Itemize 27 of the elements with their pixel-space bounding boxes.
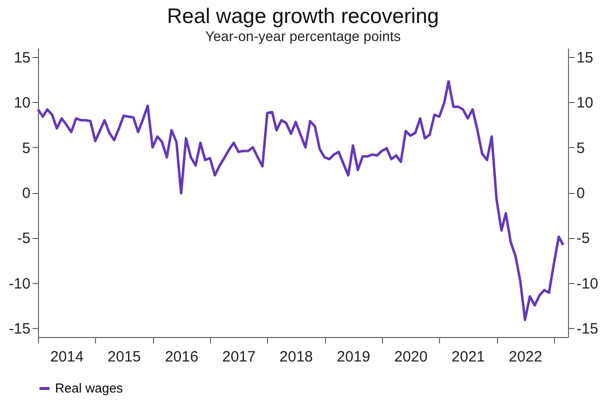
y2-tick-label: 0 — [576, 185, 585, 202]
x-tick-label: 2015 — [108, 348, 141, 366]
y-tick-label: 0 — [22, 185, 30, 202]
chart-title: Real wage growth recovering — [167, 5, 439, 28]
x-tick-label: 2019 — [336, 348, 370, 366]
chart-subtitle: Year-on-year percentage points — [205, 28, 401, 44]
x-tick-label: 2014 — [50, 348, 84, 366]
y-tick-label: 5 — [22, 140, 30, 157]
line-series — [36, 80, 564, 322]
y-tick-label: -5 — [17, 230, 30, 248]
x-tick-label: 2020 — [394, 348, 428, 366]
y-tick-label: -15 — [8, 320, 30, 338]
x-tick-label: 2016 — [164, 348, 198, 366]
y-tick-label: -10 — [8, 275, 30, 292]
y-tick-label: 10 — [14, 94, 30, 112]
legend-label: Real wages — [55, 380, 124, 396]
y-tick-label: 15 — [14, 50, 30, 67]
y2-tick-label: -10 — [576, 275, 598, 292]
y2-tick-label: 10 — [576, 94, 594, 112]
x-tick-label: 2017 — [222, 348, 256, 366]
y2-tick-label: -5 — [576, 230, 590, 248]
x-tick-label: 2022 — [508, 348, 542, 366]
x-tick-label: 2021 — [452, 348, 485, 366]
y2-tick-label: 5 — [576, 140, 585, 157]
y2-tick-label: 15 — [576, 50, 594, 67]
x-tick-label: 2018 — [280, 348, 313, 366]
y2-tick-label: -15 — [576, 320, 598, 338]
